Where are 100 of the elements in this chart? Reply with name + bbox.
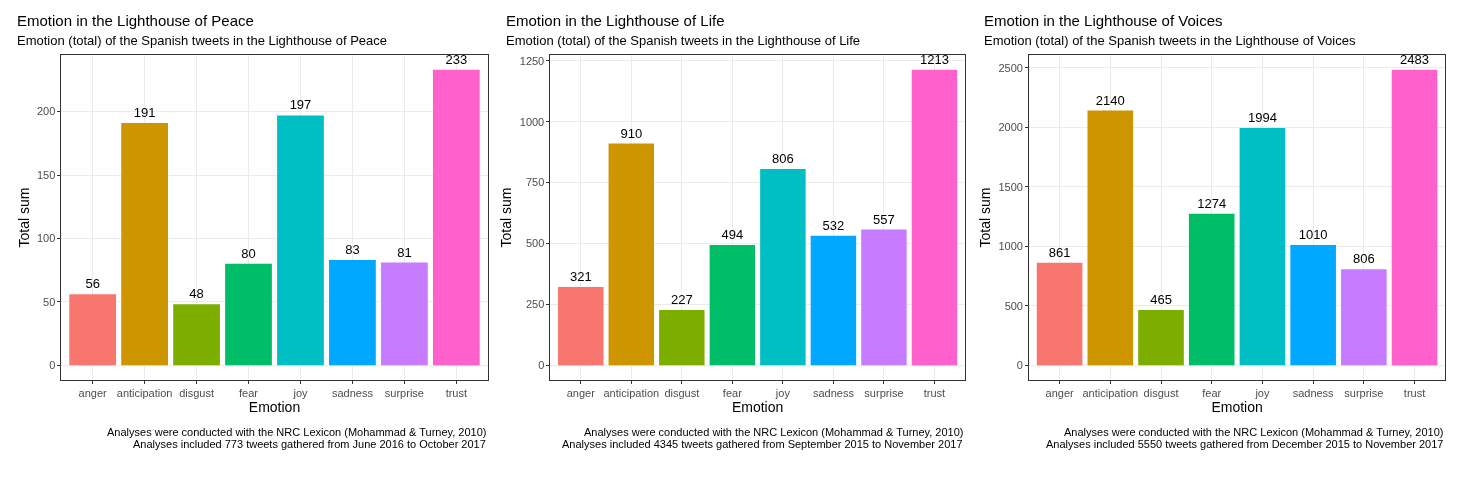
chart-subtitle: Emotion (total) of the Spanish tweets in the Lighthouse of Voices bbox=[984, 33, 1356, 48]
bar bbox=[659, 309, 705, 366]
x-axis-title: Emotion bbox=[731, 399, 784, 416]
data-label: 191 bbox=[133, 105, 156, 121]
data-label: 321 bbox=[569, 269, 592, 285]
bar bbox=[329, 259, 376, 366]
chart-title: Emotion in the Lighthouse of Life bbox=[506, 12, 725, 29]
data-label: 56 bbox=[85, 276, 100, 292]
y-tick-label: 200 bbox=[36, 105, 56, 118]
y-axis-title: Total sum bbox=[15, 187, 32, 248]
bar bbox=[558, 287, 604, 366]
text: Analyses were conducted with the NRC Lexicon (Mohammad & Turney, 2010) bbox=[107, 426, 487, 438]
x-tick-label: joy bbox=[1254, 387, 1270, 400]
data-label: 197 bbox=[289, 97, 312, 113]
x-tick-label: joy bbox=[774, 387, 791, 400]
chart-title: Emotion in the Lighthouse of Peace bbox=[17, 12, 254, 29]
chart-title: Emotion in the Lighthouse of Voices bbox=[984, 12, 1223, 29]
y-axis-title: Total sum bbox=[498, 187, 515, 248]
x-tick-label: surprise bbox=[384, 387, 424, 400]
bar bbox=[69, 294, 117, 366]
y-tick-label: 150 bbox=[36, 168, 56, 181]
data-label: 465 bbox=[1150, 291, 1172, 307]
data-label: 83 bbox=[345, 241, 360, 257]
x-tick-label: anticipation bbox=[116, 387, 173, 400]
y-tick-label: 500 bbox=[1004, 299, 1023, 312]
data-label: 48 bbox=[189, 286, 204, 302]
x-tick-label: fear bbox=[1202, 387, 1222, 400]
y-tick-label: 100 bbox=[36, 232, 56, 245]
y-tick-label: 0 bbox=[1016, 359, 1023, 372]
chart-subtitle: Emotion (total) of the Spanish tweets in the Lighthouse of Life bbox=[506, 33, 861, 48]
bar bbox=[608, 143, 655, 366]
y-tick-label: 1000 bbox=[998, 240, 1023, 253]
x-tick-label: sadness bbox=[812, 387, 855, 400]
data-label: 806 bbox=[1352, 251, 1375, 267]
bar bbox=[709, 244, 756, 366]
x-tick-label: anger bbox=[566, 387, 596, 400]
x-axis-title: Emotion bbox=[248, 399, 301, 416]
x-tick-label: anticipation bbox=[603, 387, 660, 400]
bar bbox=[1087, 110, 1134, 366]
x-axis-title: Emotion bbox=[1211, 399, 1263, 416]
data-label: 910 bbox=[620, 125, 643, 141]
data-label: 80 bbox=[241, 245, 256, 261]
data-label: 557 bbox=[873, 211, 895, 227]
bar bbox=[1391, 69, 1438, 366]
x-tick-label: anger bbox=[78, 387, 108, 400]
bar bbox=[1138, 309, 1184, 366]
x-tick-label: disgust bbox=[179, 387, 214, 400]
y-tick-label: 250 bbox=[525, 298, 545, 311]
bar bbox=[760, 168, 806, 366]
x-tick-label: surprise bbox=[1344, 387, 1384, 400]
x-tick-label: anticipation bbox=[1082, 387, 1139, 400]
data-label: 1213 bbox=[920, 51, 949, 67]
data-label: 861 bbox=[1048, 244, 1071, 260]
y-tick-label: 1250 bbox=[519, 54, 545, 67]
text: Analyses included 4345 tweets gathered from September 2015 to November 2017 bbox=[562, 438, 963, 450]
y-tick-label: 50 bbox=[43, 295, 56, 308]
x-tick-label: surprise bbox=[864, 387, 904, 400]
y-tick-label: 0 bbox=[538, 359, 545, 372]
bar bbox=[911, 69, 958, 366]
y-tick-label: 0 bbox=[49, 359, 56, 372]
x-tick-label: anger bbox=[1045, 387, 1075, 400]
text: Analyses were conducted with the NRC Lexicon (Mohammad & Turney, 2010) bbox=[1064, 426, 1444, 438]
text: Analyses included 5550 tweets gathered from December 2015 to November 2017 bbox=[1046, 438, 1444, 450]
data-label: 1994 bbox=[1247, 109, 1277, 125]
bar bbox=[1188, 213, 1235, 366]
bar bbox=[810, 235, 857, 366]
data-label: 2140 bbox=[1095, 92, 1125, 108]
x-tick-label: joy bbox=[292, 387, 309, 400]
bar bbox=[173, 304, 220, 366]
x-tick-label: trust bbox=[1403, 387, 1426, 400]
y-tick-label: 1000 bbox=[519, 115, 545, 128]
bar bbox=[432, 69, 480, 366]
x-tick-label: disgust bbox=[664, 387, 700, 400]
data-label: 1274 bbox=[1197, 195, 1227, 211]
bar bbox=[1036, 262, 1083, 366]
y-tick-label: 750 bbox=[525, 176, 545, 189]
data-label: 494 bbox=[721, 226, 744, 242]
x-tick-label: sadness bbox=[1292, 387, 1335, 400]
x-tick-label: trust bbox=[445, 387, 468, 400]
y-tick-label: 1500 bbox=[998, 180, 1023, 193]
x-tick-label: disgust bbox=[1143, 387, 1179, 400]
data-label: 81 bbox=[397, 244, 412, 260]
y-tick-label: 500 bbox=[525, 237, 545, 250]
y-axis-title: Total sum bbox=[977, 187, 994, 248]
bar bbox=[1239, 127, 1286, 366]
y-tick-label: 2000 bbox=[998, 121, 1023, 134]
data-label: 233 bbox=[445, 51, 468, 67]
data-label: 227 bbox=[670, 291, 693, 307]
data-label: 2483 bbox=[1400, 51, 1430, 67]
text: Analyses were conducted with the NRC Lexicon (Mohammad & Turney, 2010) bbox=[584, 426, 964, 438]
y-tick-label: 2500 bbox=[998, 61, 1023, 74]
bar bbox=[1290, 245, 1336, 366]
x-tick-label: sadness bbox=[331, 387, 374, 400]
bar bbox=[861, 229, 907, 366]
data-label: 806 bbox=[772, 150, 794, 166]
bar bbox=[381, 262, 428, 366]
bar bbox=[121, 123, 168, 366]
chart-subtitle: Emotion (total) of the Spanish tweets in the Lighthouse of Peace bbox=[17, 33, 388, 48]
bar bbox=[277, 115, 324, 366]
x-tick-label: fear bbox=[239, 387, 259, 400]
